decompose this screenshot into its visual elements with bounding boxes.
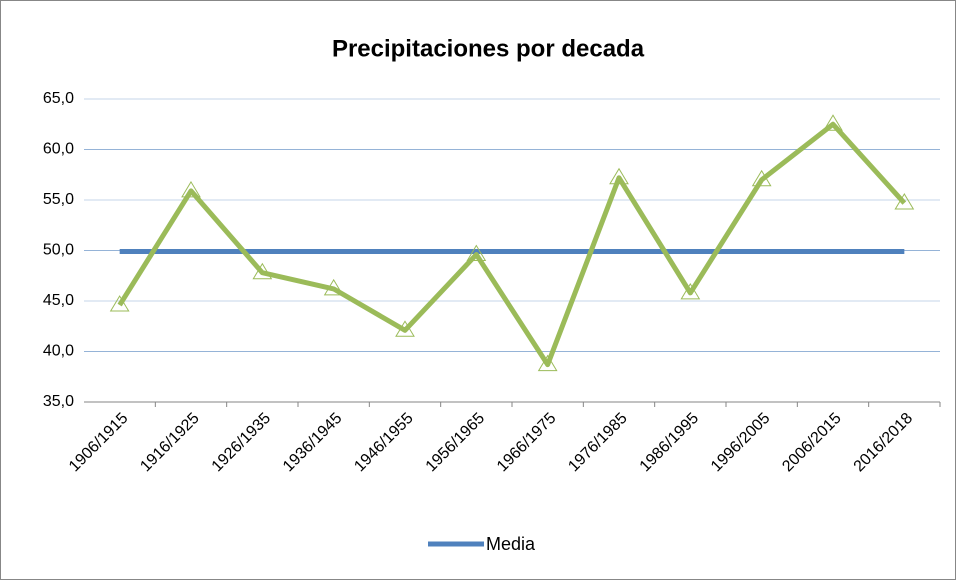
point-marker: [823, 114, 843, 131]
y-tick-label: 65,0: [43, 90, 74, 107]
y-tick-label: 60,0: [43, 141, 74, 158]
point-marker: [609, 167, 629, 185]
y-tick-label: 45,0: [43, 292, 74, 309]
point-marker: [537, 354, 558, 372]
point-marker: [466, 244, 487, 262]
point-marker: [181, 180, 201, 198]
y-tick-label: 40,0: [43, 343, 74, 360]
y-tick-label: 35,0: [43, 393, 74, 410]
point-marker: [680, 282, 701, 300]
chart-title: Precipitaciones por decada: [332, 35, 645, 62]
point-marker: [252, 262, 273, 280]
point-marker: [395, 320, 415, 337]
point-marker: [323, 278, 344, 296]
y-tick-label: 50,0: [43, 242, 74, 259]
legend-label: Media: [486, 534, 536, 554]
point-marker: [751, 169, 772, 187]
point-marker: [894, 193, 915, 210]
y-tick-label: 55,0: [43, 191, 74, 208]
point-marker: [109, 295, 130, 312]
series-line: [117, 121, 907, 368]
